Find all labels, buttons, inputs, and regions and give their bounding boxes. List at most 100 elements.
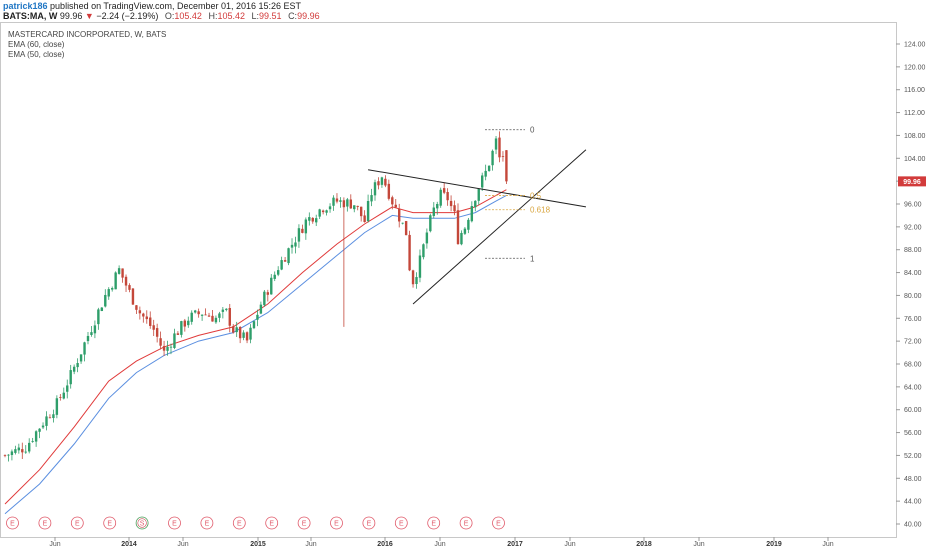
candle-body[interactable]: [332, 197, 335, 206]
candle-body[interactable]: [270, 277, 273, 295]
earnings-marker-icon[interactable]: [459, 516, 473, 530]
candle-body[interactable]: [62, 392, 65, 399]
candle-body[interactable]: [107, 289, 110, 297]
earnings-marker-icon[interactable]: [492, 516, 505, 530]
candle-body[interactable]: [505, 150, 508, 182]
candle-body[interactable]: [463, 228, 467, 234]
candle-body[interactable]: [28, 442, 31, 452]
candle-body[interactable]: [249, 327, 252, 340]
candle-body[interactable]: [498, 137, 501, 158]
earnings-marker-icon[interactable]: [103, 516, 117, 530]
candle-body[interactable]: [456, 210, 460, 245]
candle-body[interactable]: [418, 255, 422, 278]
candle-body[interactable]: [152, 325, 155, 330]
candle-body[interactable]: [256, 314, 259, 320]
candle-body[interactable]: [411, 270, 415, 285]
candle-body[interactable]: [138, 310, 142, 314]
candle-body[interactable]: [114, 272, 117, 290]
candle-body[interactable]: [66, 385, 69, 392]
candle-body[interactable]: [190, 312, 193, 322]
candle-body[interactable]: [17, 447, 21, 451]
candle-body[interactable]: [449, 200, 453, 207]
candle-body[interactable]: [318, 209, 321, 217]
candle-body[interactable]: [34, 431, 38, 442]
descending-resistance-line[interactable]: [368, 169, 587, 208]
earnings-marker-icon[interactable]: [38, 516, 52, 530]
candle-body[interactable]: [366, 200, 370, 222]
candle-body[interactable]: [460, 232, 463, 245]
candle-body[interactable]: [346, 199, 349, 207]
candle-body[interactable]: [477, 189, 480, 201]
candle-body[interactable]: [311, 217, 314, 222]
candle-body[interactable]: [176, 333, 180, 335]
candle-body[interactable]: [394, 204, 397, 208]
candle-body[interactable]: [280, 260, 283, 270]
candle-body[interactable]: [391, 197, 394, 205]
candle-body[interactable]: [283, 260, 287, 262]
candle-body[interactable]: [398, 208, 401, 222]
candle-body[interactable]: [349, 199, 352, 209]
candle-body[interactable]: [10, 451, 14, 456]
candle-body[interactable]: [245, 332, 249, 341]
candle-body[interactable]: [117, 268, 121, 274]
candle-body[interactable]: [211, 315, 214, 322]
candle-body[interactable]: [273, 274, 276, 279]
candle-body[interactable]: [315, 218, 318, 223]
candle-body[interactable]: [259, 304, 263, 314]
fib-levels[interactable]: 0 0.5 0.618 1: [485, 126, 551, 264]
candle-body[interactable]: [474, 200, 477, 208]
candle-body[interactable]: [55, 398, 59, 415]
candle-body[interactable]: [321, 210, 325, 213]
earnings-marker-icon[interactable]: [297, 516, 311, 530]
candle-body[interactable]: [328, 206, 332, 210]
candle-body[interactable]: [69, 370, 72, 385]
candle-body[interactable]: [290, 244, 294, 248]
candle-body[interactable]: [408, 234, 411, 271]
candle-body[interactable]: [76, 363, 79, 368]
candle-body[interactable]: [228, 307, 231, 326]
candle-body[interactable]: [121, 268, 124, 278]
candle-body[interactable]: [159, 338, 162, 346]
candle-body[interactable]: [14, 449, 17, 453]
candle-body[interactable]: [24, 451, 27, 453]
ema-50-legend[interactable]: EMA (50, close): [8, 50, 65, 59]
candle-body[interactable]: [128, 285, 131, 290]
candle-body[interactable]: [373, 182, 377, 196]
candle-body[interactable]: [401, 222, 404, 224]
candle-body[interactable]: [200, 314, 204, 316]
candle-body[interactable]: [207, 315, 211, 317]
candle-body[interactable]: [439, 189, 442, 206]
candle-body[interactable]: [370, 195, 373, 202]
candle-body[interactable]: [266, 292, 270, 295]
candle-body[interactable]: [162, 346, 166, 351]
candle-body[interactable]: [110, 288, 114, 290]
candle-body[interactable]: [453, 205, 456, 212]
ema-60-path[interactable]: [4, 194, 507, 515]
candle-body[interactable]: [363, 215, 366, 223]
candle-body[interactable]: [225, 308, 228, 310]
candle-body[interactable]: [21, 449, 24, 453]
candle-body[interactable]: [301, 228, 304, 233]
candle-body[interactable]: [124, 276, 128, 286]
candle-body[interactable]: [325, 210, 328, 213]
candle-body[interactable]: [442, 188, 446, 193]
candle-body[interactable]: [339, 200, 342, 202]
candle-body[interactable]: [59, 397, 62, 398]
candle-body[interactable]: [166, 346, 169, 351]
candle-body[interactable]: [214, 317, 218, 323]
candle-body[interactable]: [481, 175, 484, 188]
candle-body[interactable]: [204, 314, 207, 316]
candle-body[interactable]: [422, 244, 425, 258]
candle-body[interactable]: [3, 455, 7, 457]
earnings-marker-icon[interactable]: [6, 516, 19, 530]
candle-body[interactable]: [155, 328, 159, 337]
trendlines[interactable]: [368, 149, 587, 305]
symbol-label[interactable]: BATS:MA, W: [3, 11, 58, 21]
candle-body[interactable]: [467, 219, 470, 230]
candle-body[interactable]: [242, 332, 245, 338]
candle-body[interactable]: [31, 441, 34, 442]
candle-body[interactable]: [359, 206, 363, 217]
candle-body[interactable]: [45, 416, 48, 426]
candle-body[interactable]: [335, 198, 339, 202]
candle-body[interactable]: [377, 181, 380, 186]
